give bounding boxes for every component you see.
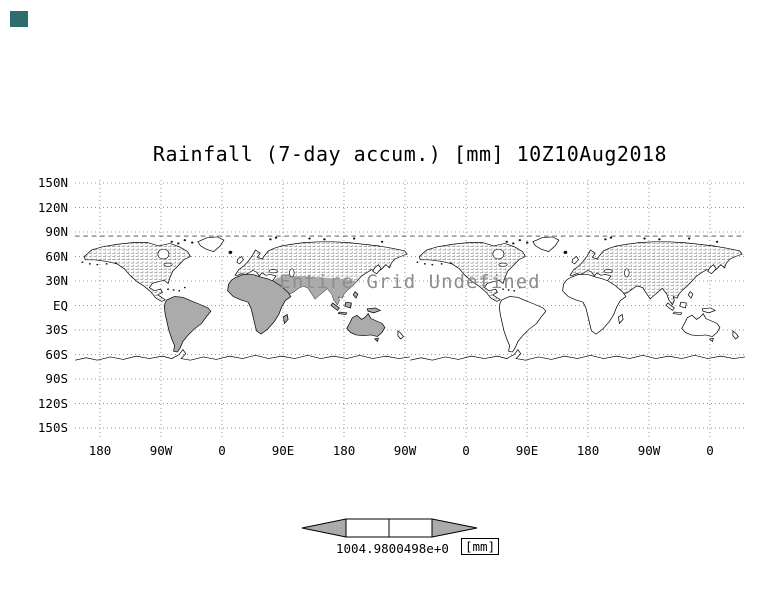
x-axis-label: 90W bbox=[637, 443, 661, 458]
x-axis-label: 180 bbox=[332, 443, 356, 458]
world-map-copy-right bbox=[409, 235, 745, 361]
greenland-coastline bbox=[532, 236, 560, 253]
madagascar-shaded bbox=[282, 314, 289, 324]
colorbar-left-arrow bbox=[301, 518, 347, 538]
x-axis-label: 180 bbox=[88, 443, 112, 458]
plot-area bbox=[75, 180, 745, 437]
borneo-coastline bbox=[679, 301, 687, 309]
y-axis-label: 60S bbox=[45, 347, 68, 362]
java-shaded bbox=[337, 311, 348, 315]
new-zealand-coastline bbox=[732, 330, 739, 340]
antarctica-coastline bbox=[409, 349, 745, 361]
new-guinea-shaded bbox=[366, 307, 381, 314]
x-axis-label: 0 bbox=[462, 443, 470, 458]
y-axis-label: 120S bbox=[37, 396, 68, 411]
plot-title: Rainfall (7-day accum.) [mm] 10Z10Aug201… bbox=[152, 142, 668, 166]
y-axis-label: 90N bbox=[45, 224, 68, 239]
y-axis-label: 120N bbox=[37, 200, 68, 215]
x-axis-label: 90W bbox=[149, 443, 173, 458]
y-axis-label: 150S bbox=[37, 420, 68, 435]
world-map bbox=[75, 235, 745, 361]
australia-shaded bbox=[346, 313, 386, 337]
x-axis-label: 90E bbox=[271, 443, 295, 458]
britain-coastline bbox=[571, 256, 579, 265]
colorbar-shape bbox=[301, 518, 478, 538]
world-map-copy-left bbox=[75, 235, 411, 361]
south-america-coastline bbox=[498, 296, 547, 353]
x-axis-label: 0 bbox=[218, 443, 226, 458]
new-guinea-coastline bbox=[701, 307, 716, 314]
tasmania-shaded bbox=[374, 337, 379, 342]
y-axis-label: 150N bbox=[37, 175, 68, 190]
colorbar-unit-label: [mm] bbox=[461, 538, 500, 555]
x-axis-label: 90W bbox=[393, 443, 417, 458]
y-axis-label: 30N bbox=[45, 273, 68, 288]
y-axis-label: 60N bbox=[45, 249, 68, 264]
australia-coastline bbox=[681, 313, 721, 337]
entire-grid-undefined-message: Entire Grid Undefined bbox=[279, 271, 541, 293]
x-axis-label: 90E bbox=[515, 443, 539, 458]
window-artifact-square bbox=[10, 11, 28, 27]
java-coastline bbox=[672, 311, 683, 315]
y-axis-label: 30S bbox=[45, 322, 68, 337]
y-axis-label: 90S bbox=[45, 371, 68, 386]
borneo-shaded bbox=[344, 301, 352, 309]
y-axis-label: EQ bbox=[52, 298, 68, 313]
south-america-shaded bbox=[163, 296, 212, 353]
colorbar bbox=[301, 518, 478, 538]
madagascar-coastline bbox=[617, 314, 624, 324]
colorbar-right-arrow bbox=[431, 518, 478, 538]
new-zealand-coastline bbox=[397, 330, 404, 340]
greenland-coastline bbox=[197, 236, 225, 253]
colorbar-value-label: 1004.9800498e+0 bbox=[336, 541, 449, 556]
x-axis-label: 0 bbox=[706, 443, 714, 458]
britain-coastline bbox=[236, 256, 244, 265]
x-axis-label: 180 bbox=[576, 443, 600, 458]
